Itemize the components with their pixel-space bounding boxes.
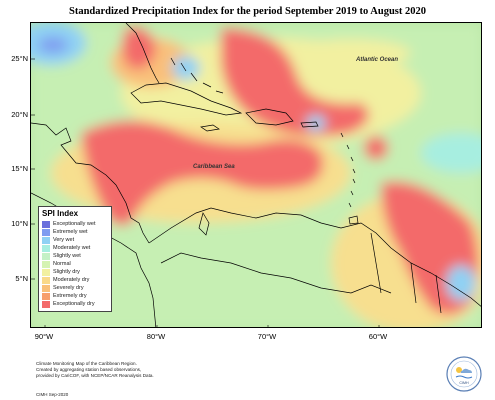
legend-item: Moderately dry (42, 276, 108, 284)
lon-tick-70w: 70°W (257, 332, 277, 341)
legend-label: Moderately dry (53, 277, 90, 283)
legend-label: Exceptionally wet (53, 221, 96, 227)
legend-swatch (42, 300, 50, 308)
legend-item: Exceptionally wet (42, 220, 108, 228)
legend-title: SPI Index (42, 209, 79, 218)
lat-tick-15n: 15°N (11, 164, 28, 173)
lat-tick-20n: 20°N (11, 110, 28, 119)
legend-item: Extremely wet (42, 228, 108, 236)
legend-swatch (42, 276, 50, 284)
legend-swatch (42, 244, 50, 252)
legend-swatch (42, 292, 50, 300)
legend-label: Moderately wet (53, 245, 91, 251)
lon-tick-60w: 60°W (368, 332, 388, 341)
footer-line: Climate Monitoring Map of the Caribbean … (36, 361, 137, 366)
map-title: Standardized Precipitation Index for the… (68, 6, 426, 17)
legend-label: Severely dry (53, 285, 84, 291)
legend-swatch (42, 228, 50, 236)
legend-item: Moderately wet (42, 244, 108, 252)
cimh-logo: CIMH (446, 356, 482, 392)
atlantic-ocean-label: Atlantic Ocean (356, 57, 399, 63)
footer-note: Climate Monitoring Map of the Caribbean … (36, 361, 296, 378)
legend-swatch (42, 268, 50, 276)
legend-label: Extremely dry (53, 293, 87, 299)
graticule-ticks (31, 58, 380, 327)
legend-label: Extremely wet (53, 229, 88, 235)
legend-item: Exceptionally dry (42, 300, 108, 308)
footer-line: provided by CariCOF, with NCEP/NCAR Rean… (36, 372, 154, 378)
legend-item: Slightly dry (42, 268, 108, 276)
legend-item: Extremely dry (42, 292, 108, 300)
lat-tick-25n: 25°N (11, 54, 28, 63)
legend-item: Slightly wet (42, 252, 108, 260)
legend-swatch (42, 220, 50, 228)
legend-label: Very wet (53, 237, 75, 243)
legend-item: Very wet (42, 236, 108, 244)
legend-swatch (42, 284, 50, 292)
legend-label: Normal (53, 261, 71, 267)
legend-swatch (42, 236, 50, 244)
lat-tick-10n: 10°N (11, 219, 28, 228)
legend: SPI Index Exceptionally wet Extremely wet… (38, 206, 112, 312)
legend-label: Slightly dry (53, 269, 80, 275)
legend-label: Exceptionally dry (53, 301, 95, 307)
logo-text: CIMH (459, 381, 469, 385)
lat-tick-5n: 5°N (15, 274, 28, 283)
legend-label: Slightly wet (53, 253, 81, 259)
legend-items: Exceptionally wet Extremely wet Very wet Mo… (42, 220, 108, 308)
lon-tick-80w: 80°W (146, 332, 166, 341)
legend-item: Normal (42, 260, 108, 268)
legend-swatch (42, 260, 50, 268)
legend-swatch (42, 252, 50, 260)
lon-tick-90w: 90°W (34, 332, 54, 341)
legend-item: Severely dry (42, 284, 108, 292)
caribbean-sea-label: Caribbean Sea (193, 164, 235, 170)
footer-line: Created by aggregating station based obs… (36, 366, 142, 372)
footer-credit: CIMH Sep-2020 (36, 392, 69, 397)
